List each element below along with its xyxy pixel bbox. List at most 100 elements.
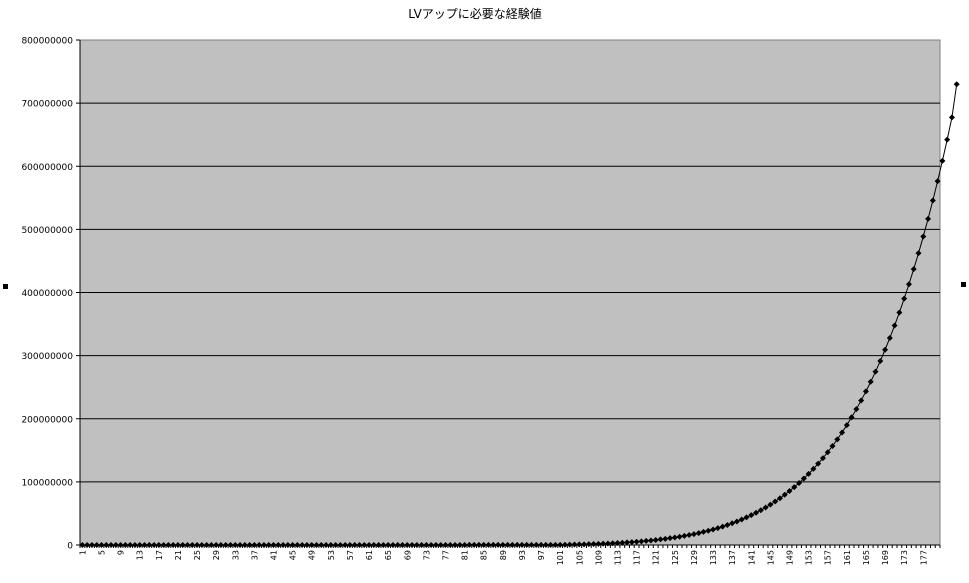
- data-point: [939, 157, 946, 164]
- data-point: [437, 541, 444, 548]
- data-point: [112, 542, 119, 548]
- data-point: [571, 541, 578, 548]
- data-point: [877, 357, 884, 364]
- gridlines: [80, 102, 940, 483]
- x-tick-label: 157: [824, 550, 833, 565]
- series-markers: [79, 81, 960, 548]
- data-point: [910, 266, 917, 273]
- x-tick-label: 105: [575, 550, 584, 565]
- data-point: [542, 541, 549, 548]
- chart-title: LVアップに必要な経験値: [408, 6, 542, 21]
- data-point: [585, 541, 592, 548]
- data-point: [456, 541, 463, 548]
- data-point: [523, 541, 530, 548]
- data-point: [724, 521, 731, 528]
- y-tick-label: 200000000: [21, 415, 73, 425]
- data-point: [170, 541, 177, 548]
- x-tick-label: 73: [422, 550, 431, 560]
- x-tick-label: 173: [900, 550, 909, 565]
- data-point: [834, 436, 841, 443]
- data-point: [466, 541, 473, 548]
- data-point: [447, 541, 454, 548]
- data-point: [862, 388, 869, 395]
- data-point: [213, 541, 220, 548]
- y-tick-label: 400000000: [21, 289, 73, 299]
- x-tick-label: 133: [709, 550, 718, 565]
- data-point: [389, 541, 396, 548]
- data-point: [700, 528, 707, 535]
- data-point: [122, 542, 129, 548]
- data-point: [184, 541, 191, 548]
- data-point: [313, 541, 320, 548]
- data-point: [533, 541, 540, 548]
- data-point: [753, 509, 760, 516]
- data-point: [538, 541, 545, 548]
- data-point: [366, 541, 373, 548]
- data-point: [657, 536, 664, 543]
- data-point: [318, 541, 325, 548]
- data-point: [786, 488, 793, 495]
- data-point: [294, 541, 301, 548]
- data-point: [189, 541, 196, 548]
- x-tick-label: 113: [614, 550, 623, 565]
- data-point: [643, 537, 650, 544]
- data-point: [796, 479, 803, 486]
- data-point: [346, 541, 353, 548]
- data-point: [772, 498, 779, 505]
- data-point: [471, 541, 478, 548]
- data-point: [614, 539, 621, 546]
- data-point: [260, 541, 267, 548]
- data-point: [824, 449, 831, 456]
- x-tick-label: 45: [289, 550, 298, 560]
- data-point: [504, 541, 511, 548]
- y-tick-label: 500000000: [21, 226, 73, 236]
- data-point: [805, 470, 812, 477]
- data-point: [303, 541, 310, 548]
- data-point: [165, 541, 172, 548]
- data-point: [136, 541, 143, 548]
- data-point: [385, 541, 392, 548]
- x-tick-label: 1: [78, 550, 87, 555]
- x-tick-label: 129: [690, 550, 699, 565]
- data-point: [155, 541, 162, 548]
- data-point: [652, 536, 659, 543]
- x-axis: 1 5 9 13 17 21 25 29 33 37 41 45 49 53 57 61 65 69 73 77 81 8…: [78, 544, 941, 565]
- x-tick-label: 29: [212, 550, 221, 560]
- data-point: [327, 541, 334, 548]
- data-point: [332, 541, 339, 548]
- data-point: [624, 539, 631, 546]
- x-tick-label: 69: [403, 550, 412, 560]
- data-point: [423, 541, 430, 548]
- data-point: [88, 542, 95, 548]
- data-point: [361, 541, 368, 548]
- data-point: [280, 541, 287, 548]
- x-tick-label: 65: [384, 550, 393, 560]
- data-point: [375, 541, 382, 548]
- data-point: [528, 541, 535, 548]
- data-point: [886, 334, 893, 341]
- data-point: [413, 541, 420, 548]
- data-point: [299, 541, 306, 548]
- data-point: [776, 495, 783, 502]
- x-tick-label: 97: [537, 550, 546, 560]
- data-point: [920, 233, 927, 240]
- data-point: [103, 542, 110, 548]
- data-point: [810, 465, 817, 472]
- data-point: [858, 397, 865, 404]
- x-tick-label: 53: [327, 550, 336, 560]
- x-tick-label: 25: [193, 550, 202, 560]
- x-tick-label: 49: [308, 550, 317, 560]
- data-point: [925, 215, 932, 222]
- data-point: [934, 178, 941, 185]
- data-point: [337, 541, 344, 548]
- data-point: [729, 520, 736, 527]
- data-point: [475, 541, 482, 548]
- data-point: [633, 538, 640, 545]
- data-point: [743, 514, 750, 521]
- x-tick-label: 165: [862, 550, 871, 565]
- data-point: [547, 541, 554, 548]
- x-tick-label: 169: [881, 550, 890, 565]
- data-point: [762, 504, 769, 511]
- data-point: [323, 541, 330, 548]
